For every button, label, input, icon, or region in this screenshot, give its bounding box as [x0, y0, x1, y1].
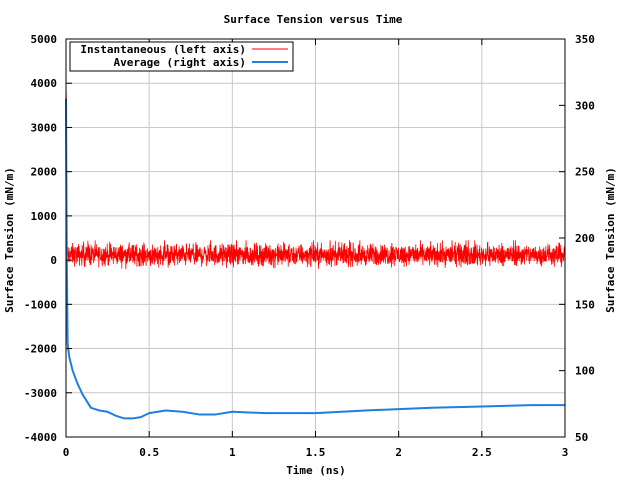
y-left-tick-label: -2000 — [24, 343, 57, 356]
y-right-tick-label: 200 — [575, 232, 595, 245]
y-right-tick-label: 350 — [575, 33, 595, 46]
series-average-line — [65, 98, 565, 420]
y-axis-left-label: Surface Tension (mN/m) — [3, 167, 16, 313]
x-tick-label: 0.5 — [139, 446, 159, 459]
y-left-tick-label: 3000 — [31, 121, 58, 134]
chart-title: Surface Tension versus Time — [224, 13, 403, 26]
y-right-tick-label: 100 — [575, 365, 595, 378]
y-axis-right-label: Surface Tension (mN/m) — [604, 167, 617, 313]
x-tick-label: 0 — [63, 446, 70, 459]
x-tick-label: 2.5 — [472, 446, 492, 459]
y-right-tick-label: 300 — [575, 99, 595, 112]
y-right-tick-label: 150 — [575, 298, 595, 311]
y-right-tick-label: 250 — [575, 166, 595, 179]
y-left-tick-label: 4000 — [31, 77, 58, 90]
legend-label-instantaneous: Instantaneous (left axis) — [80, 43, 246, 56]
y-left-tick-label: -4000 — [24, 431, 57, 444]
series-instantaneous-line — [65, 83, 566, 305]
x-axis-label: Time (ns) — [286, 464, 346, 477]
x-tick-label: 3 — [562, 446, 569, 459]
legend-box — [69, 41, 294, 72]
y-left-tick-label: -3000 — [24, 387, 57, 400]
y-left-tick-label: 1000 — [31, 210, 58, 223]
plot-series — [65, 83, 566, 420]
y-left-tick-label: 0 — [50, 254, 57, 267]
axis-ticks: 0 0.5 1 1.5 2 2.5 3 -4000 -3000 -2000 -1000 0 1000 20… — [24, 33, 595, 459]
legend-label-average: Average (right axis) — [114, 56, 246, 69]
x-tick-label: 1.5 — [306, 446, 326, 459]
y-right-tick-label: 50 — [575, 431, 588, 444]
y-left-tick-label: 2000 — [31, 166, 58, 179]
x-tick-label: 1 — [229, 446, 236, 459]
y-left-tick-label: 5000 — [31, 33, 58, 46]
y-left-tick-label: -1000 — [24, 298, 57, 311]
x-tick-label: 2 — [395, 446, 402, 459]
grid-lines — [66, 39, 565, 437]
legend: Instantaneous (left axis) Average (right… — [69, 41, 294, 72]
